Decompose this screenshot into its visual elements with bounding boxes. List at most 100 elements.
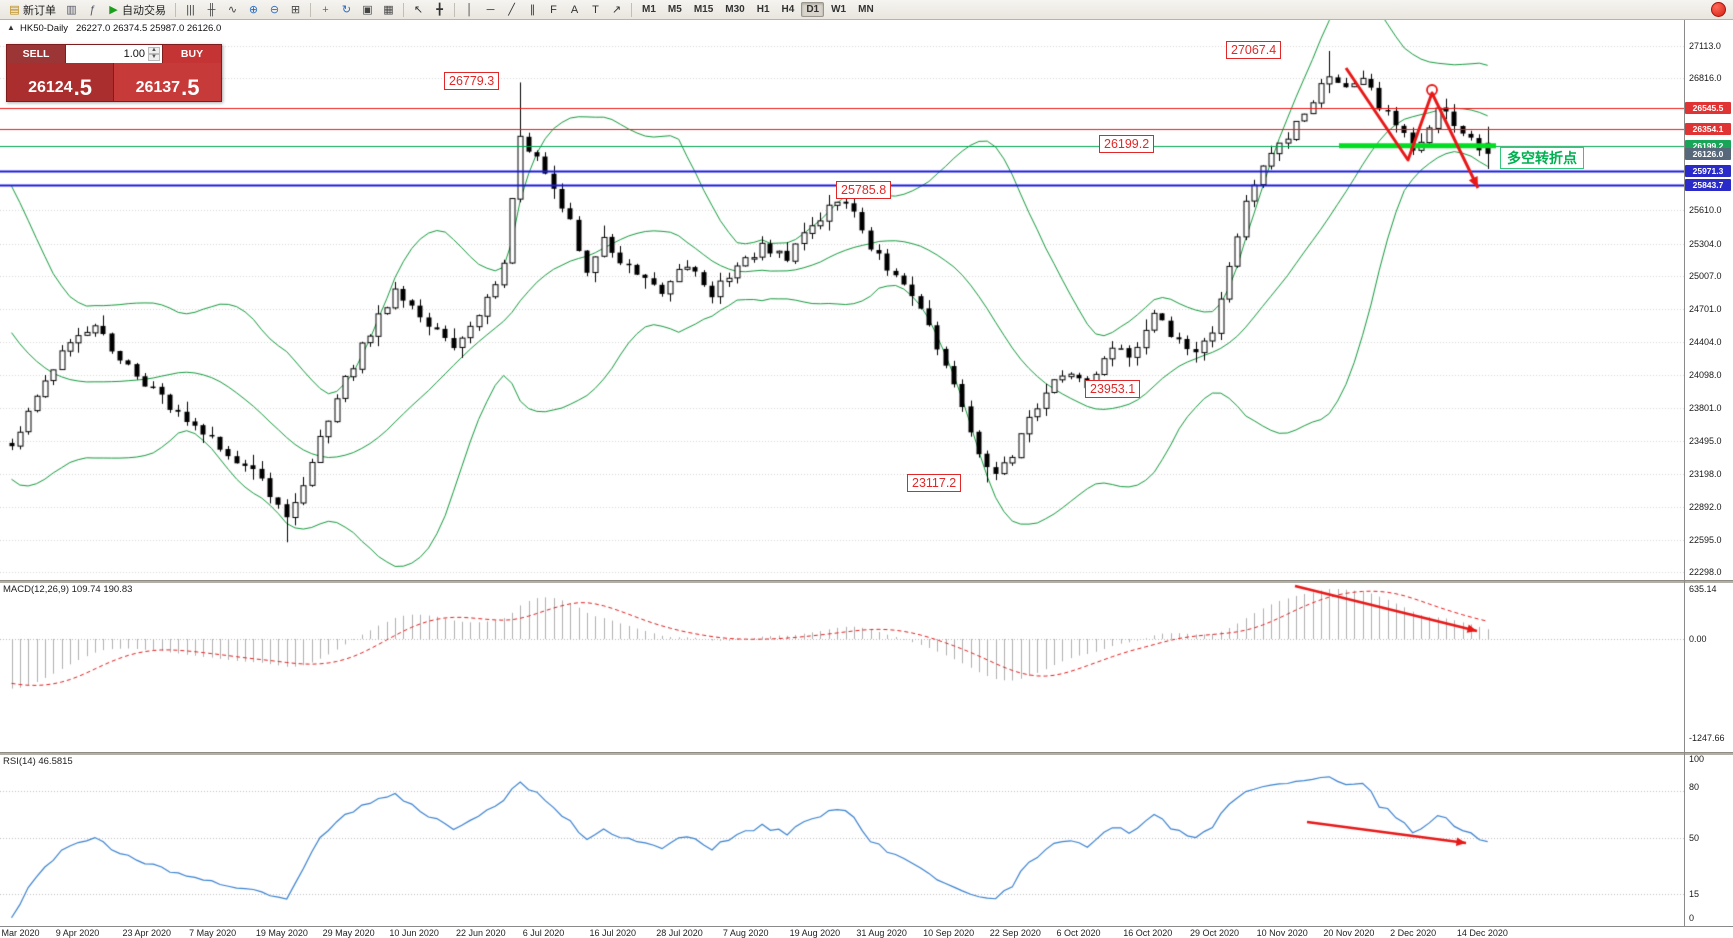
chart-profiles-icon: ▥ xyxy=(66,3,77,16)
macd-axis-label: 635.14 xyxy=(1689,584,1717,594)
price-callout[interactable]: 25785.8 xyxy=(836,181,892,199)
toolbar-separator xyxy=(310,2,311,17)
date-label: 10 Sep 2020 xyxy=(923,928,975,938)
main-chart-canvas[interactable] xyxy=(0,20,1684,580)
pane-splitter[interactable] xyxy=(0,580,1733,583)
date-label: 10 Jun 2020 xyxy=(389,928,439,938)
zoom-out-icon: ⊖ xyxy=(269,3,280,16)
timeframe-m15[interactable]: M15 xyxy=(693,4,714,15)
cursor-icon[interactable]: ↖ xyxy=(409,1,428,19)
buy-price-button[interactable]: 26137.5 xyxy=(114,63,221,101)
date-label: 29 May 2020 xyxy=(322,928,375,938)
volume-input[interactable]: 1.00 ▲ ▼ xyxy=(65,45,163,63)
timeframe-m5[interactable]: M5 xyxy=(667,4,682,15)
rsi-axis-label: 15 xyxy=(1689,889,1700,899)
indicators-list-icon[interactable]: ƒ xyxy=(83,1,102,19)
refresh-icon[interactable]: ↻ xyxy=(337,1,356,19)
date-label: 20 Nov 2020 xyxy=(1323,928,1375,938)
vertical-line-icon[interactable]: │ xyxy=(460,1,479,19)
price-axis-label: 22595.0 xyxy=(1689,534,1722,545)
crosshair-icon[interactable]: ╋ xyxy=(430,1,449,19)
timeframe-m1[interactable]: M1 xyxy=(642,4,656,15)
one-click-toggle-icon[interactable]: ▲ xyxy=(7,23,15,32)
bar-chart-type-icon[interactable]: ||| xyxy=(181,1,200,19)
new-chart-icon[interactable]: + xyxy=(316,1,335,19)
candlestick-type-icon[interactable]: ╫ xyxy=(202,1,221,19)
price-axis-label: 24098.0 xyxy=(1689,370,1722,381)
volume-down-icon[interactable]: ▼ xyxy=(148,54,160,61)
price-axis-label: 26816.0 xyxy=(1689,73,1722,84)
buy-button[interactable]: BUY xyxy=(163,45,221,63)
rsi-axis-label: 80 xyxy=(1689,782,1700,792)
price-callout[interactable]: 23953.1 xyxy=(1085,380,1141,398)
buy-price-main: 26137 xyxy=(135,79,181,96)
navigator-icon[interactable]: ▣ xyxy=(358,1,377,19)
community-icon[interactable] xyxy=(1711,2,1726,17)
price-axis-separator xyxy=(1684,20,1685,926)
new-order-button[interactable]: ▤ 新订单 xyxy=(5,1,60,19)
price-callout[interactable]: 26779.3 xyxy=(444,72,500,90)
refresh-icon: ↻ xyxy=(341,3,352,16)
tile-windows-icon[interactable]: ⊞ xyxy=(286,1,305,19)
date-label: 28 Jul 2020 xyxy=(656,928,703,938)
timeframe-m30[interactable]: M30 xyxy=(725,4,745,15)
rsi-pane-canvas[interactable] xyxy=(0,754,1684,926)
data-window-icon: ▦ xyxy=(383,3,394,16)
date-label: 16 Jul 2020 xyxy=(589,928,637,938)
price-callout[interactable]: 23117.2 xyxy=(907,474,962,492)
macd-header: MACD(12,26,9) 109.74 190.83 xyxy=(3,584,133,595)
line-chart-type-icon[interactable]: ∿ xyxy=(223,1,242,19)
toolbar-separator xyxy=(631,2,632,17)
timeframe-h4[interactable]: H4 xyxy=(781,4,795,15)
text-icon: A xyxy=(570,3,579,16)
pane-splitter[interactable] xyxy=(0,752,1733,755)
price-callout[interactable]: 27067.4 xyxy=(1226,41,1282,59)
toolbar: ▤ 新订单 ▥ ƒ ▶ 自动交易 ||| ╫ ∿ ⊕ ⊖ ⊞ + ↻ ▣ ▦ ↖ ╋ │ ─ ╱ ∥ F A T ↗ M1 M5 M1… xyxy=(0,0,1733,20)
date-label: 10 Nov 2020 xyxy=(1256,928,1308,938)
timeframe-w1[interactable]: W1 xyxy=(831,4,847,15)
price-axis-label: 22892.0 xyxy=(1689,502,1722,513)
sell-price-button[interactable]: 26124.5 xyxy=(7,63,114,101)
channel-icon[interactable]: ∥ xyxy=(523,1,542,19)
one-click-trading-panel: SELL 1.00 ▲ ▼ BUY 26124.5 26137.5 xyxy=(6,44,222,102)
tile-windows-icon: ⊞ xyxy=(290,3,301,16)
timeframe-mn[interactable]: MN xyxy=(858,4,874,15)
rsi-axis-label: 0 xyxy=(1689,913,1695,923)
sell-price-frac: .5 xyxy=(73,75,92,100)
arrow-tool-icon[interactable]: ↗ xyxy=(607,1,626,19)
fibonacci-icon: F xyxy=(550,3,557,16)
date-label: 29 Oct 2020 xyxy=(1189,928,1239,938)
sell-button[interactable]: SELL xyxy=(7,45,65,63)
fibonacci-icon[interactable]: F xyxy=(544,1,563,19)
date-label: 22 Jun 2020 xyxy=(456,928,506,938)
auto-trading-button[interactable]: ▶ 自动交易 xyxy=(104,1,170,19)
trendline-icon: ╱ xyxy=(508,3,515,16)
horizontal-line-icon[interactable]: ─ xyxy=(481,1,500,19)
price-axis-label: 22298.0 xyxy=(1689,567,1722,577)
rsi-header: RSI(14) 46.5815 xyxy=(3,756,73,767)
date-label: 9 Apr 2020 xyxy=(55,928,100,938)
text-icon[interactable]: A xyxy=(565,1,584,19)
time-axis-separator xyxy=(0,926,1733,927)
timeframe-h1[interactable]: H1 xyxy=(756,4,770,15)
date-label: 16 Oct 2020 xyxy=(1123,928,1173,938)
date-label: 19 May 2020 xyxy=(255,928,308,938)
price-callout[interactable]: 26199.2 xyxy=(1099,135,1155,153)
price-tag: 26126.0 xyxy=(1685,147,1731,160)
price-axis-label: 25304.0 xyxy=(1689,238,1722,249)
price-tag: 26545.5 xyxy=(1685,101,1731,114)
data-window-icon[interactable]: ▦ xyxy=(379,1,398,19)
trendline-icon[interactable]: ╱ xyxy=(502,1,521,19)
timeframe-d1[interactable]: D1 xyxy=(801,2,825,17)
chart-profiles-icon[interactable]: ▥ xyxy=(62,1,81,19)
turning-point-label[interactable]: 多空转折点 xyxy=(1500,147,1584,169)
candlestick-type-icon: ╫ xyxy=(207,3,216,16)
new-order-icon: ▤ xyxy=(9,3,20,16)
volume-up-icon[interactable]: ▲ xyxy=(148,47,160,54)
label-icon[interactable]: T xyxy=(586,1,605,19)
macd-pane-canvas[interactable] xyxy=(0,582,1684,752)
zoom-in-icon[interactable]: ⊕ xyxy=(244,1,263,19)
zoom-out-icon[interactable]: ⊖ xyxy=(265,1,284,19)
toolbar-icons: ▤ 新订单 ▥ ƒ ▶ 自动交易 ||| ╫ ∿ ⊕ ⊖ ⊞ + ↻ ▣ ▦ ↖ ╋ │ ─ ╱ ∥ F A T ↗ xyxy=(4,1,627,19)
price-axis-label: 23495.0 xyxy=(1689,436,1722,447)
